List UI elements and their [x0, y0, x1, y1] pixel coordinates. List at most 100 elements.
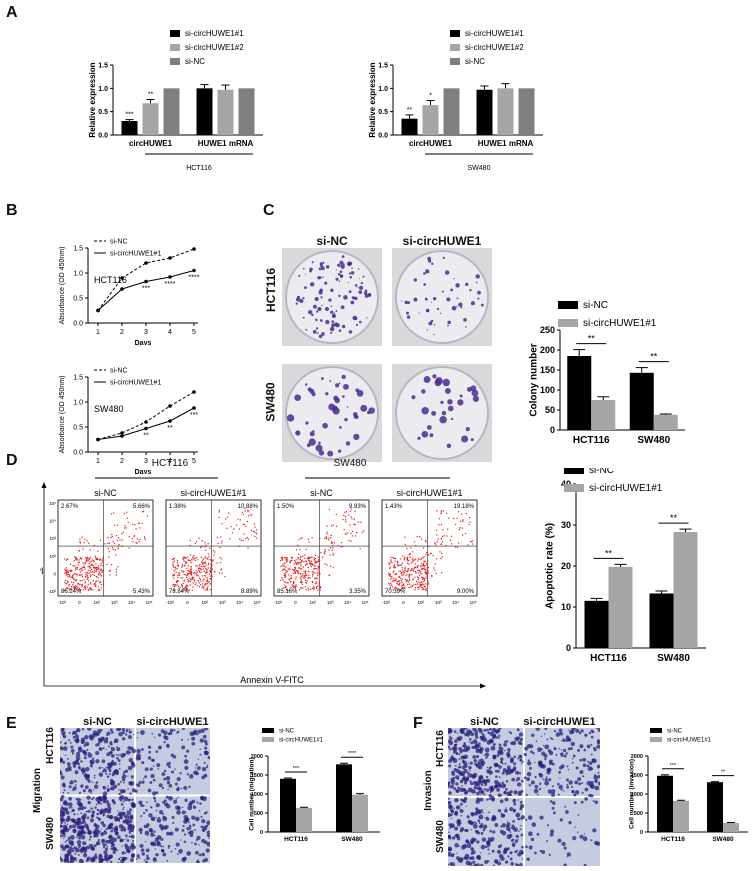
stained-cell: [563, 754, 567, 758]
stained-cell: [474, 732, 478, 737]
stained-cell: [179, 771, 182, 775]
flow-dot: [174, 566, 177, 568]
stained-cell: [556, 782, 560, 786]
stained-cell: [561, 740, 563, 742]
stained-cell: [525, 793, 528, 796]
flow-dot: [191, 558, 193, 561]
stained-cell: [519, 758, 523, 762]
flow-dot: [456, 546, 459, 549]
flow-dot: [190, 562, 192, 564]
stained-cell: [470, 828, 473, 831]
stained-cell: [170, 753, 174, 757]
flow-dot: [90, 575, 92, 577]
flow-dot: [328, 574, 330, 576]
stained-cell: [454, 764, 457, 767]
colony: [366, 317, 368, 319]
flow-dot: [177, 580, 179, 582]
stained-cell: [480, 747, 483, 750]
stained-cell: [515, 834, 519, 839]
colony: [338, 280, 341, 282]
flow-dot: [93, 544, 95, 547]
colony: [329, 326, 335, 332]
stained-cell: [137, 732, 139, 734]
stained-cell: [590, 839, 593, 842]
flow-dot: [94, 569, 96, 572]
stained-cell: [457, 732, 459, 734]
stained-cell: [566, 785, 570, 789]
flow-dot: [186, 579, 189, 581]
flow-dot: [414, 563, 417, 565]
stained-cell: [520, 815, 526, 820]
stained-cell: [160, 845, 163, 848]
stained-cell: [152, 796, 156, 799]
stained-cell: [597, 728, 600, 733]
stained-cell: [118, 763, 121, 765]
flow-dot: [408, 553, 411, 555]
flow-dot: [430, 552, 432, 554]
quadrant-ur: 5.66%: [133, 504, 151, 510]
colony: [295, 430, 301, 436]
stained-cell: [196, 801, 199, 804]
stained-cell: [590, 794, 594, 798]
flow-dot: [311, 564, 313, 566]
flow-dot: [235, 524, 238, 526]
legend-swatch: [170, 30, 180, 37]
stained-cell: [83, 853, 88, 858]
panel-label-c: C: [263, 202, 275, 219]
stained-cell: [195, 850, 199, 855]
stained-cell: [183, 840, 187, 844]
stained-cell: [186, 773, 190, 776]
flow-dot: [290, 559, 292, 561]
flow-dot: [434, 563, 436, 565]
flow-dot: [296, 549, 298, 551]
stained-cell: [86, 728, 92, 731]
stained-cell: [448, 791, 452, 795]
stained-cell: [103, 739, 109, 744]
flow-dot: [173, 589, 175, 591]
flow-dot: [238, 528, 240, 530]
stained-cell: [152, 841, 157, 847]
colony: [318, 441, 321, 445]
stained-cell: [127, 734, 132, 740]
flow-dot: [448, 517, 450, 519]
stained-cell: [523, 776, 527, 780]
flow-dot: [181, 577, 184, 579]
flow-dot: [294, 572, 297, 574]
flow-dot: [282, 565, 284, 567]
stained-cell: [486, 728, 489, 732]
stained-cell: [498, 851, 501, 853]
colony: [354, 296, 358, 301]
stained-cell: [105, 749, 107, 751]
flow-dot: [391, 561, 393, 564]
flow-dot: [197, 580, 200, 582]
flow-dot: [64, 558, 66, 560]
flow-dot: [102, 561, 104, 563]
stained-cell: [478, 857, 481, 861]
stained-cell: [468, 820, 473, 825]
stained-cell: [578, 731, 581, 734]
flow-dot: [397, 563, 399, 565]
flow-dot: [78, 584, 80, 586]
flow-dot: [328, 537, 330, 539]
flow-dot: [459, 527, 461, 529]
stained-cell: [512, 824, 515, 827]
stained-cell: [120, 753, 125, 758]
flow-dot: [139, 539, 141, 541]
flow-dot: [86, 571, 88, 574]
stained-cell: [476, 809, 481, 814]
flow-dot: [284, 581, 286, 583]
stained-cell: [189, 774, 194, 779]
flow-dot: [419, 583, 421, 585]
stained-cell: [70, 806, 73, 809]
stained-cell: [474, 821, 477, 824]
flow-dot: [81, 584, 83, 586]
flow-dot: [335, 513, 337, 516]
colony: [322, 261, 325, 265]
flow-dot: [302, 576, 304, 578]
stained-cell: [450, 805, 453, 808]
colony: [447, 405, 454, 412]
flow-dot: [333, 542, 335, 544]
colony: [332, 313, 336, 318]
quadrant-lr: 5.43%: [133, 589, 151, 595]
colony: [426, 309, 429, 312]
